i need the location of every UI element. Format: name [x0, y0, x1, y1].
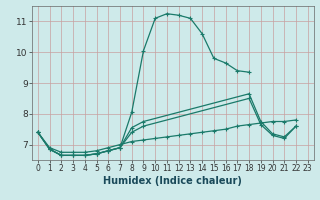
- X-axis label: Humidex (Indice chaleur): Humidex (Indice chaleur): [103, 176, 242, 186]
